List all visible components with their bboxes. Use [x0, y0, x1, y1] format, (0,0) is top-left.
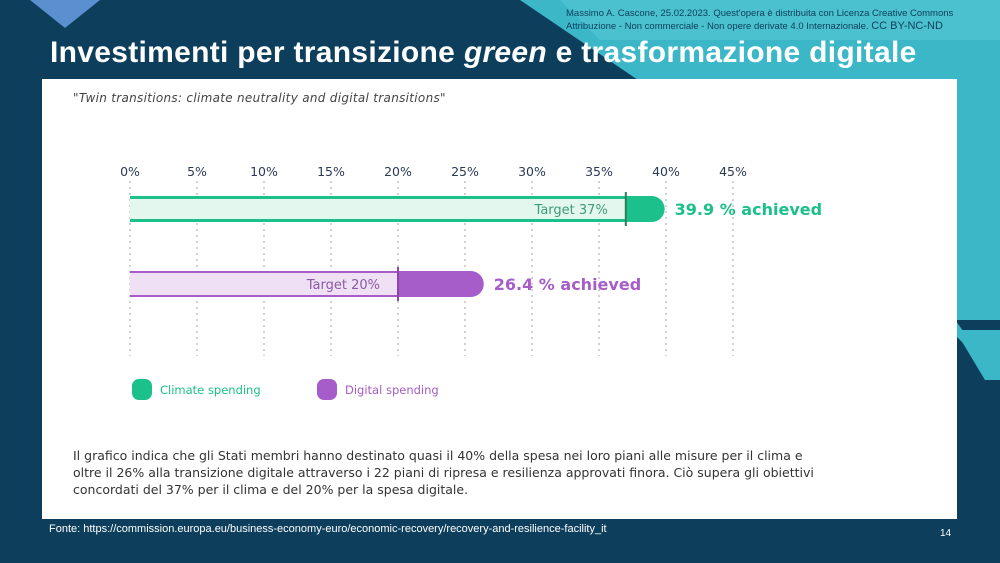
legend-swatch	[317, 379, 337, 400]
achieved-label: 39.9 % achieved	[675, 200, 822, 219]
teal-highlight-shape	[560, 0, 1000, 40]
x-tick-label: 40%	[652, 164, 680, 179]
legend-swatch	[132, 379, 152, 400]
x-tick-label: 20%	[384, 164, 412, 179]
target-label: Target 20%	[306, 278, 380, 293]
chart-panel: "Twin transitions: climate neutrality an…	[42, 79, 957, 519]
title-part1: Investimenti per transizione	[50, 36, 464, 69]
x-tick-label: 25%	[451, 164, 479, 179]
achieved-label: 26.4 % achieved	[494, 275, 641, 294]
target-bar	[130, 196, 626, 222]
page-number: 14	[940, 528, 952, 539]
x-tick-label: 30%	[518, 164, 546, 179]
title-part2: e trasformazione digitale	[547, 36, 917, 69]
legend-label: Digital spending	[345, 383, 439, 397]
x-tick-label: 45%	[719, 164, 747, 179]
logo-grid-shape	[30, 0, 100, 28]
x-tick-label: 35%	[585, 164, 613, 179]
license-notice: Massimo A. Cascone, 25.02.2023. Quest'op…	[566, 7, 996, 33]
x-tick-label: 0%	[120, 164, 140, 179]
target-bar	[130, 271, 398, 297]
source-link[interactable]: Fonte: https://commission.europa.eu/busi…	[49, 523, 607, 535]
chart-caption: Il grafico indica che gli Stati membri h…	[73, 448, 814, 497]
chart-title: "Twin transitions: climate neutrality an…	[73, 91, 446, 105]
achieved-bar	[398, 271, 484, 297]
x-tick-label: 15%	[317, 164, 345, 179]
x-tick-label: 5%	[187, 164, 207, 179]
chart-svg: 0% 5% 10% 15% 20% 25% 30% 35% 40% 45% Target 37% 39…	[120, 164, 822, 400]
achieved-bar	[625, 196, 665, 222]
title-italic: green	[463, 36, 548, 69]
license-badge: CC BY-NC-ND	[871, 20, 943, 32]
license-text: Massimo A. Cascone, 25.02.2023. Quest'op…	[566, 8, 954, 32]
teal-side-shape	[955, 330, 1000, 380]
slide-title: Investimenti per transizione green e tra…	[50, 36, 917, 70]
x-tick-label: 10%	[250, 164, 278, 179]
legend-label: Climate spending	[160, 383, 261, 397]
target-label: Target 37%	[534, 203, 608, 218]
